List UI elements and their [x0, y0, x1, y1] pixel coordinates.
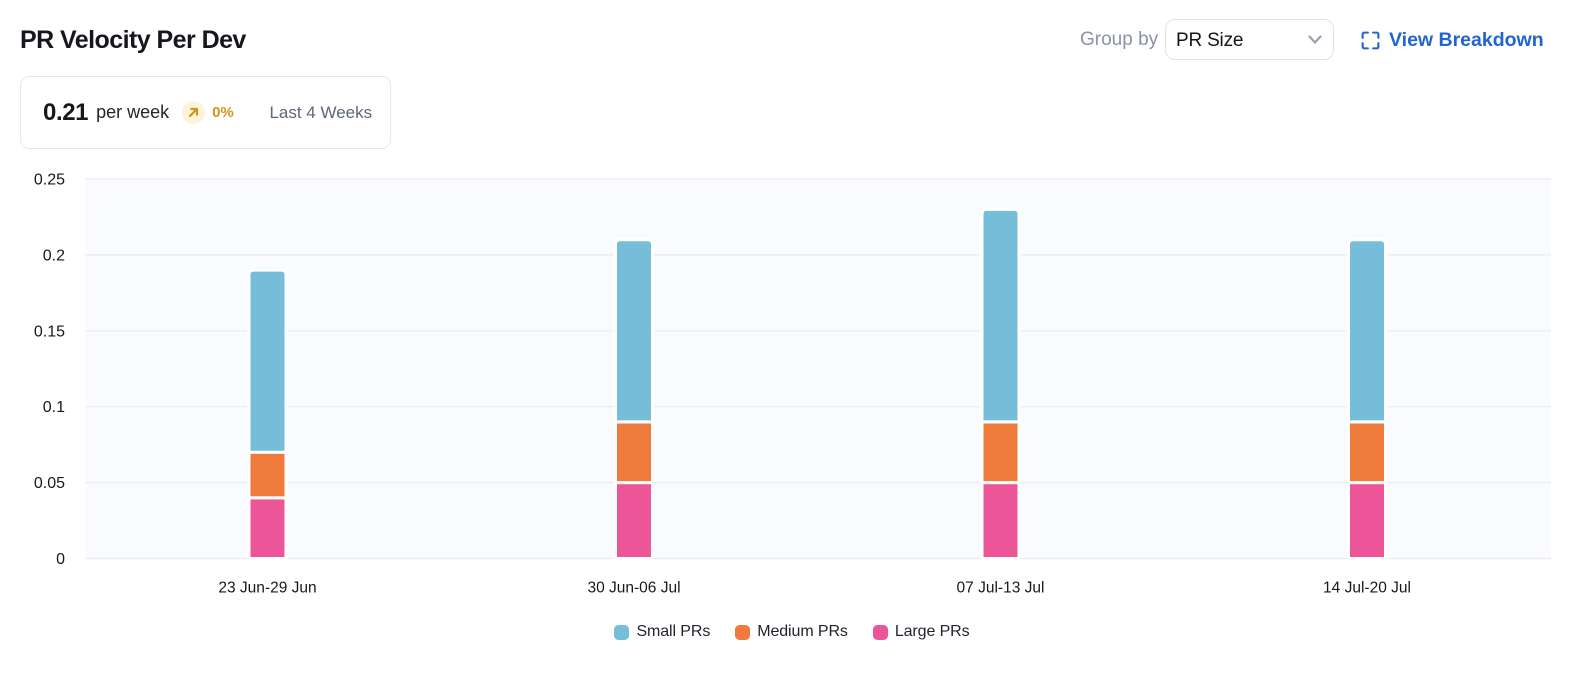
svg-text:0.1: 0.1: [43, 399, 65, 416]
svg-text:07 Jul-13 Jul: 07 Jul-13 Jul: [957, 580, 1045, 597]
svg-text:23 Jun-29 Jun: 23 Jun-29 Jun: [218, 580, 316, 597]
svg-text:0.2: 0.2: [43, 247, 65, 264]
svg-text:14 Jul-20 Jul: 14 Jul-20 Jul: [1323, 580, 1411, 597]
svg-text:0.25: 0.25: [34, 172, 65, 189]
svg-text:30 Jun-06 Jul: 30 Jun-06 Jul: [587, 580, 680, 597]
svg-text:0.05: 0.05: [34, 475, 65, 492]
svg-text:0.15: 0.15: [34, 323, 65, 340]
svg-text:0: 0: [56, 551, 65, 568]
